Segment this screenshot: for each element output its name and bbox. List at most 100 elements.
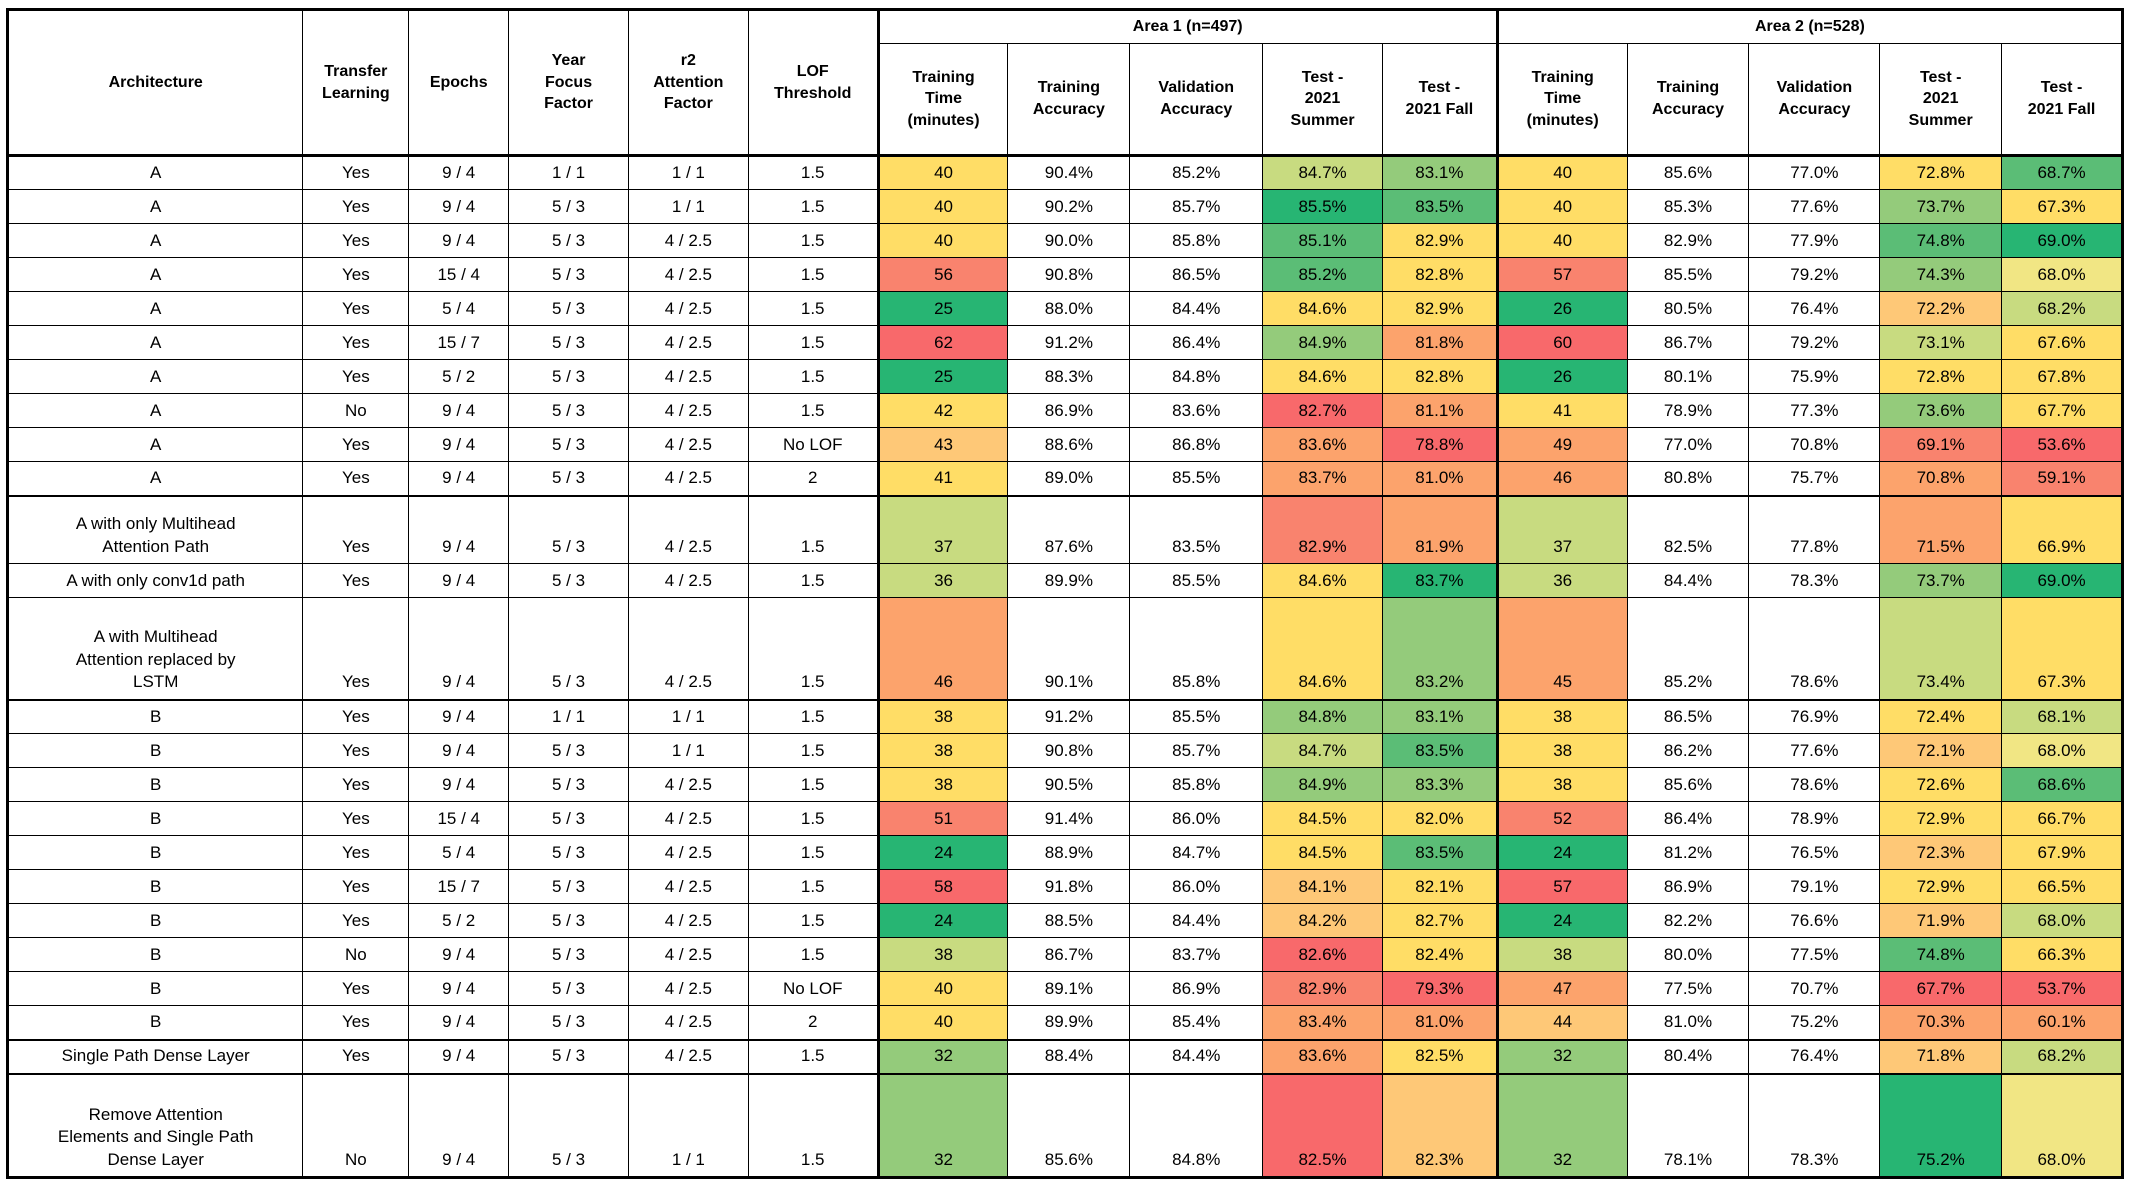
cell-value: 15 / 4: [408, 257, 510, 292]
header-area1-test-summer: Test - 2021 Summer: [1262, 43, 1383, 157]
cell-value: 1.5: [747, 325, 879, 360]
cell-value: 40: [1495, 223, 1628, 258]
cell-value: 62: [876, 325, 1009, 360]
cell-architecture: B: [6, 903, 304, 938]
cell-value: Yes: [302, 971, 410, 1006]
cell-value: 1.5: [747, 903, 879, 938]
cell-value: 26: [1495, 359, 1628, 394]
cell-value: 83.2%: [1381, 597, 1498, 700]
cell-value: 5 / 2: [408, 903, 510, 938]
cell-value: Yes: [302, 869, 410, 904]
cell-value: 70.8%: [1879, 461, 2003, 496]
cell-value: 85.5%: [1262, 189, 1383, 224]
cell-value: 40: [876, 189, 1009, 224]
cell-value: 5 / 3: [508, 869, 629, 904]
cell-value: 75.2%: [1879, 1072, 2003, 1178]
cell-value: 86.0%: [1129, 869, 1264, 904]
cell-value: 1.5: [747, 597, 879, 700]
results-table: Architecture Transfer Learning Epochs Ye…: [6, 8, 2124, 1179]
cell-value: 81.2%: [1626, 835, 1750, 870]
cell-value: 51: [876, 801, 1009, 836]
header-area1-group: Area 1 (n=497): [876, 9, 1498, 44]
cell-value: 60: [1495, 325, 1628, 360]
cell-value: 85.2%: [1129, 155, 1264, 190]
cell-value: 38: [876, 698, 1009, 734]
cell-value: 84.9%: [1262, 325, 1383, 360]
cell-value: 1.5: [747, 698, 879, 734]
cell-value: 71.9%: [1879, 903, 2003, 938]
group-header-row: Architecture Transfer Learning Epochs Ye…: [6, 9, 2124, 157]
cell-value: 72.9%: [1879, 869, 2003, 904]
cell-value: 4 / 2.5: [627, 563, 749, 598]
cell-value: 85.6%: [1007, 1072, 1131, 1178]
cell-value: 82.5%: [1381, 1038, 1498, 1074]
cell-value: 32: [876, 1072, 1009, 1178]
cell-value: Yes: [302, 903, 410, 938]
cell-value: 84.8%: [1129, 359, 1264, 394]
cell-value: 9 / 4: [408, 1038, 510, 1074]
cell-value: 1.5: [747, 835, 879, 870]
cell-value: 85.2%: [1262, 257, 1383, 292]
header-area1-training-accuracy: Training Accuracy: [1007, 43, 1131, 157]
table-row: Remove Attention Elements and Single Pat…: [6, 1072, 2123, 1178]
cell-value: 5 / 3: [508, 971, 629, 1006]
cell-value: 9 / 4: [408, 698, 510, 734]
cell-value: Yes: [302, 835, 410, 870]
cell-value: 1 / 1: [627, 155, 749, 190]
cell-value: 53.6%: [2001, 427, 2123, 462]
cell-value: 4 / 2.5: [627, 427, 749, 462]
cell-value: 25: [876, 291, 1009, 326]
cell-architecture: A: [6, 291, 304, 326]
cell-value: 71.5%: [1879, 494, 2003, 564]
cell-value: 84.6%: [1262, 597, 1383, 700]
cell-value: 82.7%: [1381, 903, 1498, 938]
cell-value: 4 / 2.5: [627, 903, 749, 938]
cell-value: 38: [1495, 733, 1628, 768]
cell-value: 68.1%: [2001, 698, 2123, 734]
cell-value: 40: [1495, 189, 1628, 224]
cell-value: 89.1%: [1007, 971, 1131, 1006]
cell-value: 82.1%: [1381, 869, 1498, 904]
cell-value: 24: [876, 903, 1009, 938]
cell-value: 2: [747, 461, 879, 496]
cell-value: 84.4%: [1626, 563, 1750, 598]
cell-value: 60.1%: [2001, 1005, 2123, 1040]
cell-value: 85.6%: [1626, 767, 1750, 802]
cell-value: 84.4%: [1129, 291, 1264, 326]
cell-value: 47: [1495, 971, 1628, 1006]
cell-value: 82.3%: [1381, 1072, 1498, 1178]
cell-value: 66.7%: [2001, 801, 2123, 836]
cell-value: 78.8%: [1381, 427, 1498, 462]
cell-value: 69.0%: [2001, 563, 2123, 598]
cell-value: 9 / 4: [408, 1005, 510, 1040]
cell-architecture: A: [6, 223, 304, 258]
cell-value: 86.2%: [1626, 733, 1750, 768]
cell-value: 83.3%: [1381, 767, 1498, 802]
cell-value: 86.5%: [1129, 257, 1264, 292]
cell-value: 83.4%: [1262, 1005, 1383, 1040]
cell-value: 37: [1495, 494, 1628, 564]
header-area2-test-fall: Test - 2021 Fall: [2001, 43, 2123, 157]
cell-value: 4 / 2.5: [627, 393, 749, 428]
cell-value: 67.3%: [2001, 189, 2123, 224]
cell-value: 68.2%: [2001, 1038, 2123, 1074]
cell-value: 91.8%: [1007, 869, 1131, 904]
cell-value: 85.1%: [1262, 223, 1383, 258]
cell-value: 24: [1495, 903, 1628, 938]
cell-value: 77.3%: [1748, 393, 1881, 428]
cell-value: Yes: [302, 359, 410, 394]
cell-value: 24: [1495, 835, 1628, 870]
cell-value: 86.4%: [1129, 325, 1264, 360]
cell-value: 5 / 3: [508, 257, 629, 292]
cell-value: No: [302, 393, 410, 428]
cell-architecture: B: [6, 698, 304, 734]
cell-value: Yes: [302, 325, 410, 360]
cell-value: 44: [1495, 1005, 1628, 1040]
